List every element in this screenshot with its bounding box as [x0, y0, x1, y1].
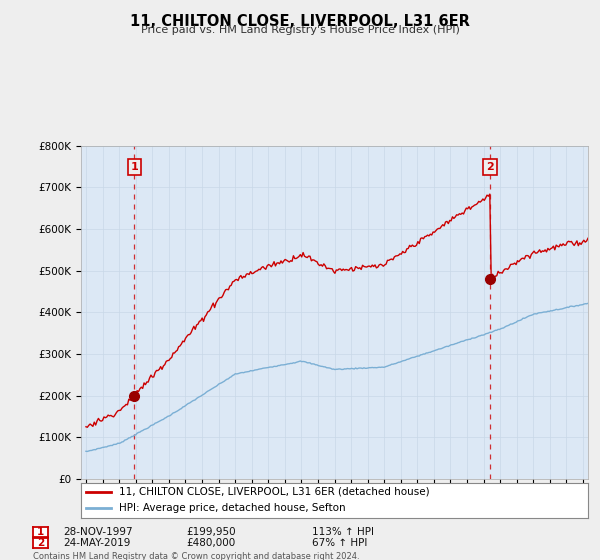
Text: 1: 1 [37, 527, 44, 537]
Text: Contains HM Land Registry data © Crown copyright and database right 2024.
This d: Contains HM Land Registry data © Crown c… [33, 552, 359, 560]
Text: £480,000: £480,000 [186, 538, 235, 548]
Text: 2: 2 [37, 538, 44, 548]
Text: 28-NOV-1997: 28-NOV-1997 [63, 527, 133, 537]
Text: HPI: Average price, detached house, Sefton: HPI: Average price, detached house, Seft… [119, 503, 346, 514]
Text: 67% ↑ HPI: 67% ↑ HPI [312, 538, 367, 548]
Text: Price paid vs. HM Land Registry's House Price Index (HPI): Price paid vs. HM Land Registry's House … [140, 25, 460, 35]
Text: 24-MAY-2019: 24-MAY-2019 [63, 538, 130, 548]
Text: £199,950: £199,950 [186, 527, 236, 537]
Text: 11, CHILTON CLOSE, LIVERPOOL, L31 6ER: 11, CHILTON CLOSE, LIVERPOOL, L31 6ER [130, 14, 470, 29]
Text: 113% ↑ HPI: 113% ↑ HPI [312, 527, 374, 537]
Text: 1: 1 [130, 162, 138, 172]
Text: 11, CHILTON CLOSE, LIVERPOOL, L31 6ER (detached house): 11, CHILTON CLOSE, LIVERPOOL, L31 6ER (d… [119, 487, 430, 497]
Text: 2: 2 [486, 162, 494, 172]
